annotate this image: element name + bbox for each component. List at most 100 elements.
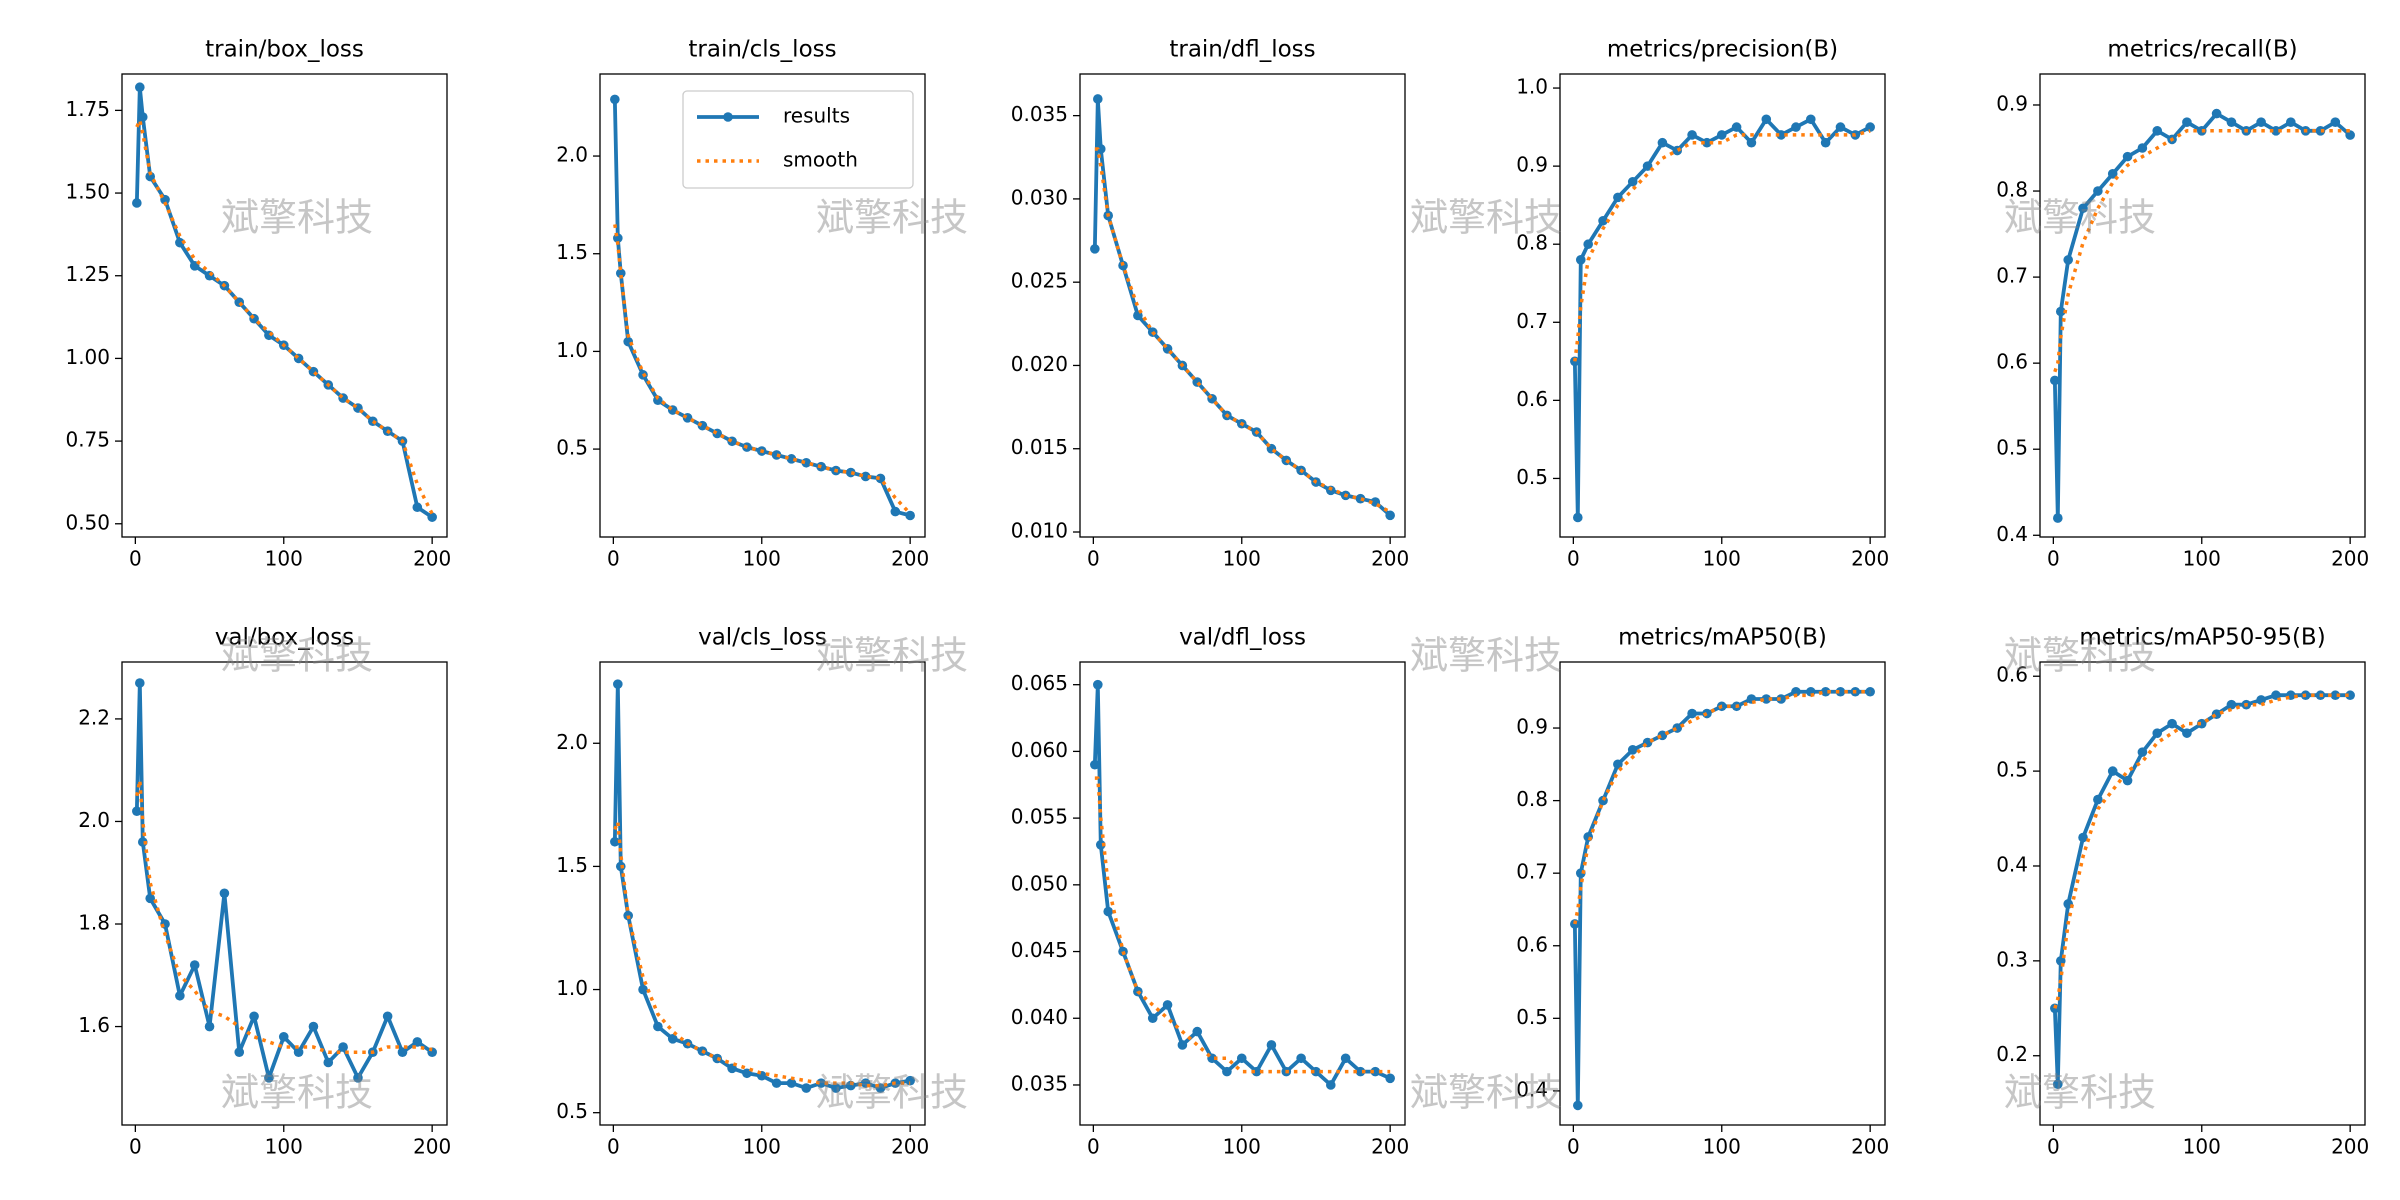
x-tick-label: 0 — [129, 547, 142, 571]
data-point — [1162, 1000, 1173, 1010]
y-tick-label: 0.5 — [1996, 758, 2028, 782]
y-tick-label: 0.065 — [1011, 671, 1068, 695]
y-tick-label: 0.5 — [556, 1099, 588, 1123]
y-tick-label: 1.25 — [65, 262, 110, 286]
watermark: 斌擎科技 — [2004, 1071, 2156, 1115]
data-point — [338, 1042, 348, 1052]
x-tick-label: 200 — [1851, 1135, 1889, 1159]
watermark: 斌擎科技 — [221, 196, 373, 240]
plot-frame — [2039, 73, 2366, 538]
y-tick-label: 0.4 — [1996, 852, 2028, 876]
data-point — [1573, 512, 1583, 523]
data-point — [323, 1057, 334, 1068]
data-point — [1311, 1066, 1321, 1077]
data-point — [1687, 130, 1697, 140]
data-point — [1627, 745, 1638, 755]
x-tick-label: 100 — [2183, 547, 2221, 571]
y-tick-label: 0.6 — [1516, 932, 1548, 956]
subplot-title: metrics/mAP50-95(B) — [2079, 625, 2325, 651]
data-point — [1385, 1073, 1395, 1084]
y-tick-label: 0.7 — [1996, 264, 2028, 288]
y-tick-label: 2.0 — [556, 143, 588, 167]
data-point — [1761, 114, 1772, 125]
data-point — [175, 990, 185, 1001]
data-point — [1575, 255, 1586, 265]
x-tick-label: 0 — [1567, 1135, 1580, 1159]
data-point — [219, 888, 230, 899]
series-line — [1094, 776, 1391, 1074]
subplot-title: train/dfl_loss — [1169, 37, 1315, 63]
legend-marker — [723, 112, 733, 122]
y-tick-label: 1.6 — [78, 1013, 110, 1037]
data-point — [1355, 1066, 1366, 1077]
data-point — [1746, 137, 1757, 148]
data-point — [1805, 114, 1816, 125]
data-point — [1147, 1013, 1158, 1024]
y-tick-label: 1.5 — [556, 240, 588, 264]
y-tick-label: 0.050 — [1011, 871, 1068, 895]
watermark: 斌擎科技 — [1410, 1071, 1562, 1115]
y-tick-label: 0.025 — [1011, 269, 1068, 293]
y-tick-label: 0.8 — [1996, 178, 2028, 202]
data-point — [2122, 151, 2133, 162]
data-point — [1095, 839, 1106, 850]
y-tick-label: 1.50 — [65, 180, 110, 204]
data-point — [2345, 130, 2355, 140]
plot-frame — [121, 661, 448, 1126]
data-point — [1820, 686, 1831, 697]
watermark: 斌擎科技 — [2004, 196, 2156, 240]
data-point — [1687, 708, 1697, 719]
y-tick-label: 0.5 — [1516, 465, 1548, 489]
subplot-title: val/box_loss — [215, 625, 354, 651]
data-point — [1598, 215, 1608, 226]
data-point — [1093, 679, 1103, 690]
x-tick-label: 100 — [2183, 1135, 2221, 1159]
y-tick-label: 0.9 — [1516, 153, 1548, 177]
x-tick-label: 100 — [743, 1135, 781, 1159]
watermark: 斌擎科技 — [2004, 634, 2156, 678]
data-point — [132, 806, 142, 817]
y-tick-label: 0.3 — [1996, 947, 2028, 971]
data-point — [653, 395, 663, 406]
x-tick-label: 200 — [1851, 547, 1889, 571]
y-tick-label: 0.75 — [65, 428, 110, 452]
x-tick-label: 0 — [1567, 547, 1580, 571]
data-point — [2053, 513, 2063, 523]
y-tick-label: 0.020 — [1011, 352, 1068, 376]
series-line — [2053, 693, 2351, 1009]
data-point — [1776, 694, 1786, 704]
data-point — [2271, 690, 2281, 701]
watermark: 斌擎科技 — [221, 1071, 373, 1115]
y-tick-label: 0.8 — [1516, 231, 1548, 255]
subplot-title: val/dfl_loss — [1179, 625, 1306, 651]
data-point — [382, 1011, 393, 1022]
data-point — [2345, 690, 2355, 701]
x-tick-label: 100 — [1223, 1135, 1261, 1159]
data-point — [1702, 137, 1712, 148]
x-tick-label: 200 — [891, 547, 929, 571]
data-point — [638, 984, 648, 995]
watermark: 斌擎科技 — [816, 196, 968, 240]
y-tick-label: 0.5 — [1996, 436, 2028, 460]
y-tick-label: 1.8 — [78, 911, 110, 935]
data-point — [1266, 1040, 1277, 1050]
plot-frame — [599, 73, 926, 538]
data-point — [135, 82, 145, 93]
series-line — [1094, 147, 1392, 514]
data-point — [1642, 161, 1653, 171]
data-point — [610, 836, 620, 847]
data-point — [2152, 728, 2163, 738]
subplot: metrics/mAP50(B) 0 100 200 0.4 0.5 0.6 0.7 0.8 0.… — [1516, 625, 1889, 1159]
data-point — [2078, 832, 2088, 843]
data-point — [905, 1075, 915, 1086]
data-point — [308, 1021, 319, 1032]
plot-frame — [1559, 73, 1886, 538]
plot-frame — [2039, 661, 2366, 1126]
y-tick-label: 0.6 — [1996, 350, 2028, 374]
subplot-title: train/cls_loss — [688, 37, 836, 63]
plot-frame — [599, 661, 926, 1126]
data-point — [905, 510, 915, 521]
data-point — [1192, 1026, 1203, 1037]
